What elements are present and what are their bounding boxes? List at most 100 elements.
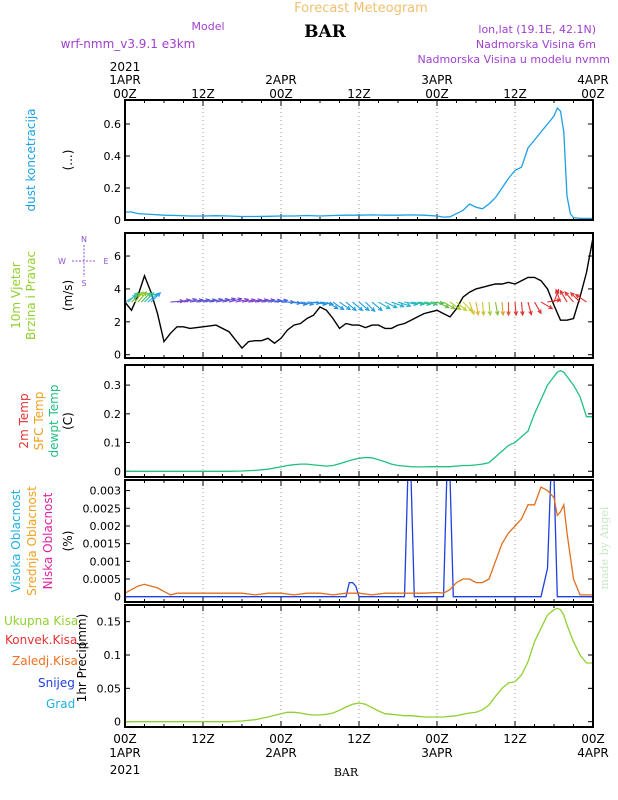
series-line-wind-0: [125, 237, 593, 350]
x-tick-label-bottom: 00Z: [581, 732, 605, 746]
year-bottom: 2021: [110, 763, 141, 777]
wind-arrow: [417, 301, 431, 305]
wind-arrow: [481, 302, 485, 316]
x-tick-label-top: 1APR: [109, 73, 140, 87]
y-axis-label: Brzina i Pravac: [24, 251, 38, 340]
x-tick-label-top: 00Z: [269, 87, 293, 101]
panel-dust: 0 0.2 0.4 0.6 dust koncetracija (...): [24, 99, 594, 227]
panels: 0 0.2 0.4 0.6 dust koncetracija (...) 0 2 4 6 N S W E…: [4, 73, 609, 760]
wind-arrow-head: [559, 289, 565, 295]
model-name: wrf-nmm_v3.9.1 e3km: [61, 37, 196, 51]
x-tick-label-top: 3APR: [421, 73, 452, 87]
y-tick-label: 6: [114, 250, 121, 263]
wind-arrow-head: [450, 304, 456, 310]
y-axis-label: (...): [61, 150, 75, 171]
y-axis-label: (mm): [75, 614, 89, 647]
wind-arrow: [520, 302, 524, 316]
y-tick-label: 0: [114, 349, 121, 362]
wind-arrow: [326, 301, 339, 310]
wind-arrow: [235, 298, 249, 303]
compass-e: E: [103, 257, 108, 266]
y-axis-label: Niska Oblacnost: [41, 492, 55, 589]
wind-arrow: [555, 289, 562, 303]
wind-arrow: [144, 292, 155, 303]
x-tick-label-top: 00Z: [113, 87, 137, 101]
wind-arrow-head: [370, 307, 376, 313]
wind-arrow: [183, 298, 197, 303]
wind-arrow-head: [520, 311, 525, 317]
y-tick-label: 0.1: [104, 649, 122, 662]
compass-s: S: [81, 279, 86, 288]
legend-label: Ukupna Kisa: [4, 614, 78, 628]
x-tick-label-bottom: 4APR: [577, 746, 608, 760]
x-tick-label-top: 12Z: [503, 87, 527, 101]
wind-arrow-head: [392, 304, 398, 309]
wind-arrow-head: [364, 306, 370, 312]
wind-arrow-head: [358, 306, 364, 312]
y-tick-label: 0.0005: [83, 573, 122, 586]
wind-arrow-head: [346, 305, 352, 311]
wind-arrow-head: [146, 291, 152, 297]
wind-arrow-head: [377, 306, 383, 312]
x-tick-label-bottom: 00Z: [113, 732, 137, 746]
x-tick-label-bottom: 00Z: [269, 732, 293, 746]
wind-arrow: [575, 294, 587, 303]
wind-arrow: [293, 301, 307, 305]
wind-arrow: [404, 301, 418, 305]
model-elevation-label: Nadmorska Visina u modelu nvmm: [418, 53, 611, 66]
wind-arrow: [215, 298, 229, 303]
series-line-cloud-1: [125, 486, 593, 596]
y-axis-label: SFC Temp: [32, 392, 46, 451]
wind-arrow: [436, 301, 450, 309]
legend-label: Snijeg: [38, 676, 75, 690]
x-tick-label-top: 00Z: [581, 87, 605, 101]
wind-arrow-head: [339, 305, 345, 311]
y-tick-label: 0.003: [90, 485, 122, 498]
y-tick-label: 0.2: [104, 408, 122, 421]
wind-arrow-head: [462, 306, 468, 312]
location-label: lon,lat (19.1E, 42.1N): [478, 23, 596, 36]
x-tick-label-top: 4APR: [577, 73, 608, 87]
panel-temp: 0 0.1 0.2 0.3 2m Temp SFC Temp dewpt Temp (C): [17, 364, 594, 478]
wind-arrow: [384, 301, 398, 309]
y-tick-label: 0: [114, 465, 121, 478]
wind-arrow: [371, 301, 383, 311]
y-tick-label: 0.3: [104, 379, 122, 392]
panel-frame: [124, 232, 594, 359]
panel-cloud: 0 0.0005 0.001 0.0015 0.002 0.0025 0.003 Visoka…: [9, 479, 594, 604]
y-tick-label: 0.15: [97, 616, 122, 629]
series-line-dust-0: [125, 106, 593, 220]
panel-frame: [124, 479, 594, 603]
wind-arrow-head: [569, 291, 575, 297]
wind-arrow-head: [513, 311, 519, 317]
wind-arrow-head: [133, 291, 139, 297]
compass-w: W: [58, 257, 66, 266]
wind-arrow-head: [139, 291, 144, 297]
wind-arrow-head: [399, 303, 405, 308]
y-axis-label: (%): [61, 531, 75, 552]
x-tick-label-bottom: 00Z: [425, 732, 449, 746]
wind-arrow: [475, 301, 479, 315]
y-axis-label: 1hr Precip: [75, 642, 89, 703]
wind-arrow: [134, 291, 144, 303]
wind-arrow: [494, 301, 499, 315]
wind-arrow-head: [444, 304, 450, 309]
wind-arrow: [449, 301, 461, 310]
legend-label: Zaledj.Kisa: [12, 654, 78, 668]
y-tick-label: 0.6: [104, 118, 122, 131]
wind-arrow: [209, 298, 223, 303]
wind-arrow-head: [456, 305, 462, 311]
wind-arrow: [339, 301, 351, 310]
wind-arrow-head: [574, 293, 580, 299]
x-tick-label-bottom: 12Z: [191, 732, 215, 746]
wind-arrow: [468, 301, 475, 315]
wind-arrow: [313, 301, 327, 305]
x-tick-label-top: 12Z: [347, 87, 371, 101]
wind-arrow: [534, 301, 542, 314]
wind-arrow: [137, 291, 147, 303]
wind-arrow: [300, 301, 314, 305]
wind-arrow: [560, 290, 568, 303]
y-tick-label: 0.05: [97, 682, 122, 695]
y-axis-label: (m/s): [61, 280, 75, 311]
x-tick-label-top: 00Z: [425, 87, 449, 101]
